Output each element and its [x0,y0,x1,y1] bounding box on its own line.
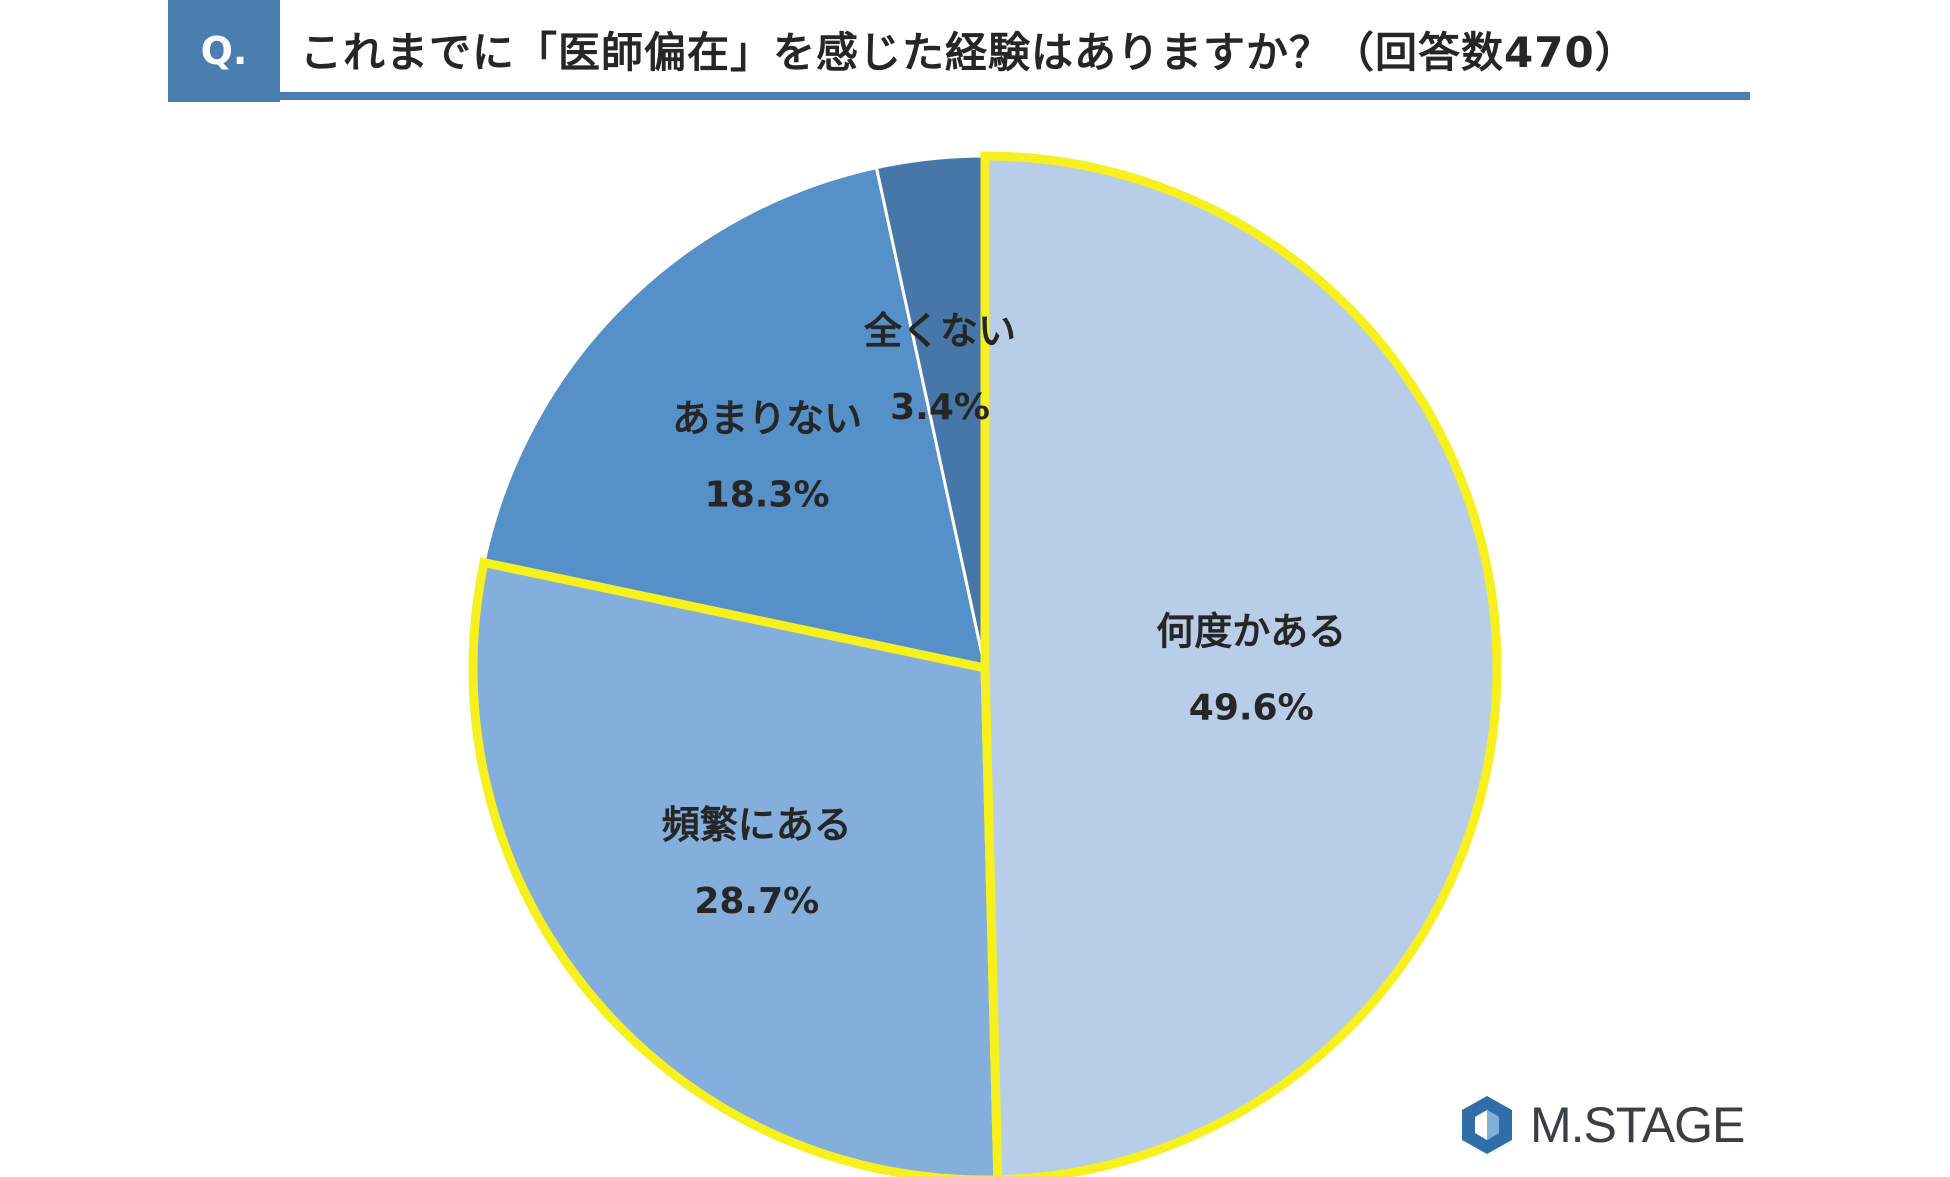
question-header: Q. これまでに「医師偏在」を感じた経験はありますか？（回答数470） [168,0,1750,102]
slice-value-label: 49.6% [1189,688,1314,729]
slice-category-label: 頻繁にある [662,803,852,847]
brand-logo: M.STAGE [1456,1090,1745,1160]
slice-category-label: 全くない [863,309,1016,353]
slice-value-label: 3.4% [890,387,990,428]
slice-highlight-outline [980,151,1502,1177]
brand-name: M.STAGE [1530,1097,1745,1153]
header-underline [280,92,1750,100]
slice-value-label: 18.3% [705,474,830,515]
pie-slice [482,166,987,670]
slice-category-label: あまりない [672,396,862,440]
slice-highlight-outline [468,557,1003,1177]
slice-value-label: 28.7% [694,881,819,922]
question-label: Q. [168,0,280,102]
question-title: これまでに「医師偏在」を感じた経験はありますか？（回答数470） [300,27,1638,77]
pie-slice [983,154,1499,1177]
slice-category-label: 何度かある [1156,610,1346,654]
brand-mark-icon [1462,1096,1512,1154]
